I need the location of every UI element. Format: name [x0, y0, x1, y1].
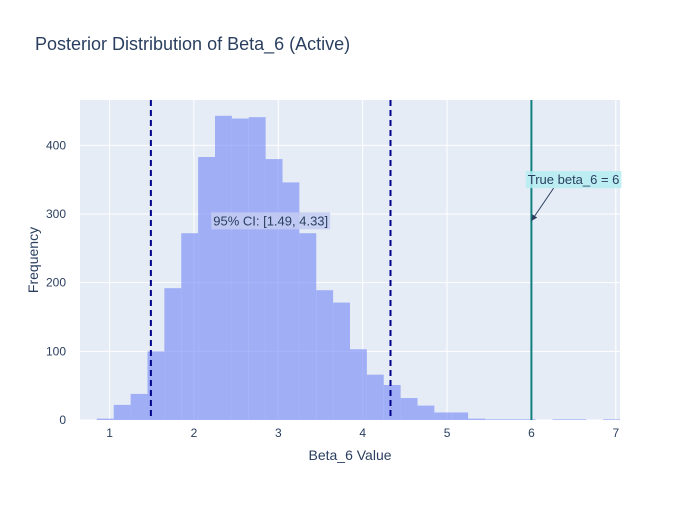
histogram-bar: [417, 405, 435, 420]
annotation-arrowhead: [531, 214, 538, 221]
histogram-bar: [350, 349, 367, 420]
y-axis-ticks: 0 100 200 300 400: [46, 138, 66, 427]
histogram-bar: [282, 182, 300, 420]
histogram-bar: [485, 419, 502, 420]
histogram-bar: [164, 288, 182, 420]
chart-title: Posterior Distribution of Beta_6 (Active…: [35, 34, 350, 55]
histogram-bar: [181, 233, 199, 420]
histogram-bar: [113, 404, 131, 420]
histogram-bar: [265, 159, 283, 421]
y-tick-label: 300: [46, 207, 66, 221]
histogram-bar: [215, 115, 232, 420]
histogram-bars: [96, 115, 620, 421]
histogram-bar: [603, 419, 620, 420]
histogram-bar: [333, 302, 350, 420]
histogram-bar: [468, 418, 485, 420]
y-tick-label: 0: [59, 413, 66, 427]
annotation-background: [525, 171, 622, 189]
annotation-label: True beta_6 = 6: [528, 172, 620, 187]
annotation-arrow: [530, 187, 555, 222]
x-tick-label: 2: [191, 426, 198, 440]
x-tick-label: 5: [444, 426, 451, 440]
histogram-bar: [299, 233, 317, 420]
histogram-bar: [96, 418, 114, 420]
y-tick-label: 200: [46, 276, 66, 290]
histogram-bar: [552, 419, 570, 420]
x-tick-label: 3: [275, 426, 282, 440]
x-axis-ticks: 1 2 3 4 5 6 7: [106, 426, 619, 440]
annotation-label: 95% CI: [1.49, 4.33]: [213, 213, 328, 228]
histogram-bar: [316, 290, 334, 420]
x-tick-label: 1: [106, 426, 113, 440]
histogram-bar: [366, 374, 384, 420]
y-axis-title: Frequency: [25, 227, 41, 293]
histogram-bar: [518, 419, 536, 420]
reference-lines: [149, 100, 533, 420]
histogram-bar: [400, 398, 418, 420]
annotation-background: [211, 212, 331, 230]
annotations: 95% CI: [1.49, 4.33] True beta_6 = 6: [211, 171, 622, 230]
histogram-bar: [434, 412, 452, 420]
x-tick-label: 6: [528, 426, 535, 440]
histogram-bar: [383, 384, 401, 420]
histogram-bar: [231, 118, 249, 420]
y-tick-label: 400: [46, 138, 66, 152]
x-tick-label: 7: [612, 426, 619, 440]
histogram-bar: [451, 412, 469, 420]
histogram-bar: [501, 419, 519, 420]
x-axis-title: Beta_6 Value: [308, 447, 391, 463]
histogram-bar: [198, 156, 215, 420]
histogram-bar: [248, 117, 266, 420]
histogram-bar: [569, 419, 587, 420]
histogram-bar: [130, 393, 148, 420]
y-tick-label: 100: [46, 344, 66, 358]
x-tick-label: 4: [359, 426, 366, 440]
true-value-annotation: True beta_6 = 6: [525, 171, 622, 222]
ci-annotation: 95% CI: [1.49, 4.33]: [211, 212, 331, 230]
